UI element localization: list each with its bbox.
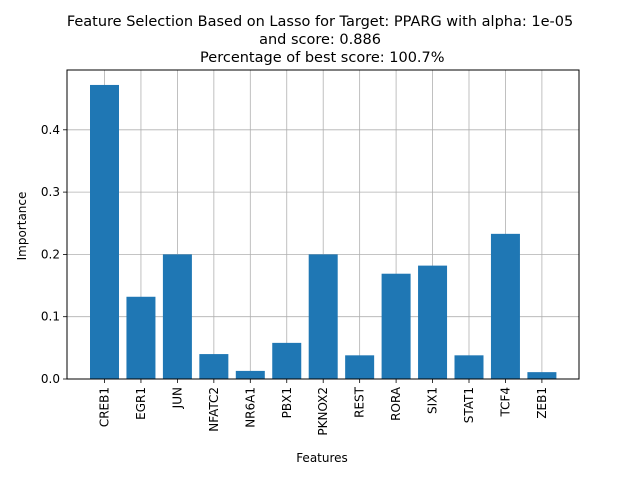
chart-title-line-1: Feature Selection Based on Lasso for Tar…	[67, 14, 573, 30]
bar-rora	[381, 273, 411, 379]
x-tick-label: PKNOX2	[316, 387, 330, 436]
y-tick-label: 0.0	[41, 372, 60, 386]
x-axis-label: Features	[296, 451, 348, 465]
x-tick-label: REST	[353, 386, 367, 418]
x-tick-label: CREB1	[98, 387, 112, 427]
bar-nr6a1	[235, 370, 265, 379]
bar-rest	[345, 355, 375, 379]
y-tick-label: 0.2	[41, 247, 60, 261]
bar-tcf4	[490, 233, 520, 379]
y-tick-label: 0.3	[41, 185, 60, 199]
x-tick-label: JUN	[170, 387, 184, 409]
bar-six1	[418, 265, 448, 379]
bar-creb1	[90, 84, 119, 380]
x-tick-label: ZEB1	[535, 387, 549, 419]
y-axis-label: Importance	[15, 192, 29, 261]
y-axis-ticks: 0.0 0.1 0.2 0.3 0.4	[41, 123, 67, 386]
bars	[90, 84, 557, 380]
bar-jun	[162, 254, 192, 379]
bar-zeb1	[527, 372, 557, 379]
x-tick-label: SIX1	[426, 387, 440, 414]
bar-egr1	[126, 296, 156, 379]
x-tick-label: NFATC2	[207, 387, 221, 432]
x-tick-label: TCF4	[498, 387, 512, 418]
x-axis-ticks: CREB1 EGR1 JUN NFATC2 NR6A1 PBX1 PKNOX2 REST ROR…	[98, 379, 549, 436]
chart-title-line-2: and score: 0.886	[259, 32, 381, 48]
bar-nfatc2	[199, 354, 229, 379]
x-tick-label: NR6A1	[243, 387, 257, 428]
x-tick-label: STAT1	[462, 387, 476, 423]
chart-title: Feature Selection Based on Lasso for Tar…	[67, 14, 573, 66]
x-tick-label: PBX1	[280, 387, 294, 418]
bar-stat1	[454, 355, 484, 379]
chart-title-line-3: Percentage of best score: 100.7%	[195, 50, 444, 66]
y-tick-label: 0.4	[41, 123, 60, 137]
x-tick-label: EGR1	[134, 387, 148, 420]
x-tick-label: RORA	[389, 386, 403, 421]
y-tick-label: 0.1	[41, 310, 60, 324]
bar-pbx1	[272, 342, 302, 379]
bar-pknox2	[308, 254, 338, 379]
